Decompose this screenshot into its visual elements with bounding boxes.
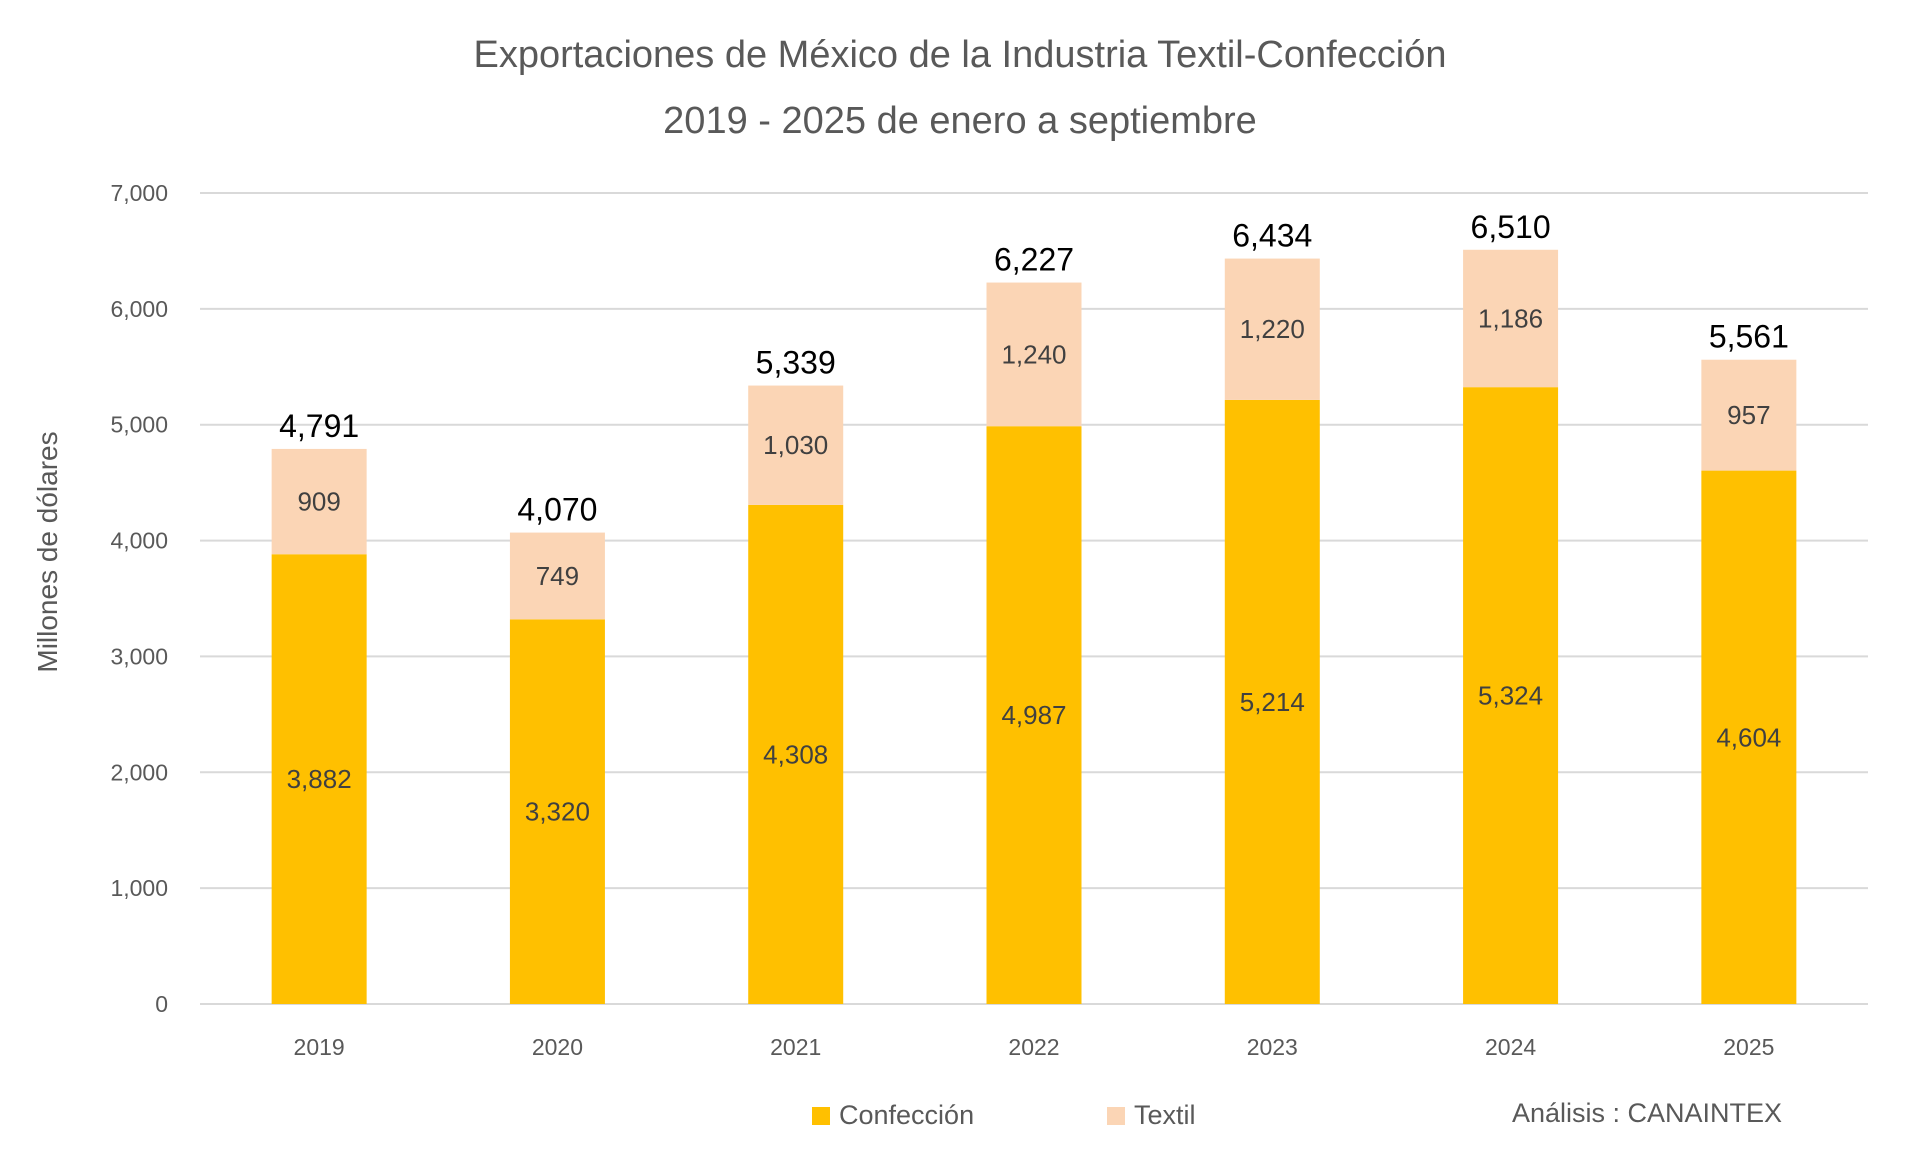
x-tick-label: 2022 [1008, 1034, 1059, 1060]
x-tick-label: 2021 [770, 1034, 821, 1060]
data-label: 1,030 [763, 430, 828, 460]
total-label: 4,070 [517, 491, 597, 527]
x-tick-label: 2020 [532, 1034, 583, 1060]
data-label: 3,320 [525, 797, 590, 827]
data-label: 4,604 [1716, 722, 1781, 752]
y-tick-label: 3,000 [110, 643, 168, 669]
data-label: 957 [1727, 400, 1770, 430]
data-label: 3,882 [287, 764, 352, 794]
total-label: 5,561 [1709, 319, 1789, 355]
data-label: 1,240 [1001, 339, 1066, 369]
bar-confeccion-2019 [271, 554, 367, 1004]
bar-confeccion-2022 [986, 426, 1082, 1004]
legend-item-textil: Textil [1107, 1100, 1196, 1131]
total-label: 6,227 [994, 242, 1074, 278]
legend-label-textil: Textil [1134, 1100, 1196, 1130]
x-tick-label: 2025 [1723, 1034, 1774, 1060]
total-label: 6,510 [1471, 209, 1551, 245]
bar-textil-2023 [1224, 258, 1320, 400]
bar-textil-2019 [271, 448, 367, 555]
bar-confeccion-2020 [509, 619, 605, 1004]
data-label: 1,186 [1478, 303, 1543, 333]
bar-confeccion-2025 [1701, 470, 1797, 1004]
total-label: 5,339 [756, 344, 836, 380]
bar-textil-2020 [509, 532, 605, 620]
y-tick-label: 0 [155, 991, 168, 1017]
y-tick-label: 6,000 [110, 296, 168, 322]
bar-confeccion-2024 [1463, 387, 1559, 1004]
legend-swatch-textil [1107, 1106, 1125, 1125]
y-tick-label: 1,000 [110, 875, 168, 901]
bar-textil-2021 [748, 385, 844, 505]
y-tick-label: 7,000 [110, 180, 168, 206]
bar-textil-2022 [986, 282, 1082, 427]
data-label: 5,324 [1478, 681, 1543, 711]
bar-textil-2024 [1463, 249, 1559, 388]
bar-confeccion-2023 [1224, 399, 1320, 1004]
y-tick-label: 2,000 [110, 759, 168, 785]
total-label: 4,791 [279, 408, 359, 444]
y-tick-label: 4,000 [110, 528, 168, 554]
data-label: 909 [297, 487, 340, 517]
x-tick-label: 2023 [1247, 1034, 1298, 1060]
chart-title: Exportaciones de México de la Industria … [473, 34, 1447, 76]
data-label: 749 [536, 561, 579, 591]
chart-subtitle: 2019 - 2025 de enero a septiembre [663, 100, 1257, 142]
x-tick-label: 2019 [294, 1034, 345, 1060]
legend-item-confeccion: Confección [812, 1100, 974, 1131]
bar-textil-2025 [1701, 359, 1797, 471]
legend-swatch-confeccion [812, 1106, 830, 1125]
total-label: 6,434 [1232, 218, 1312, 254]
data-label: 4,308 [763, 739, 828, 769]
legend-label-confeccion: Confección [839, 1100, 975, 1130]
bar-confeccion-2021 [748, 504, 844, 1004]
analysis-credit: Análisis : CANAINTEX [1512, 1098, 1783, 1128]
data-label: 1,220 [1240, 314, 1305, 344]
x-tick-label: 2024 [1485, 1034, 1536, 1060]
data-label: 5,214 [1240, 687, 1305, 717]
data-label: 4,987 [1001, 700, 1066, 730]
y-tick-label: 5,000 [110, 412, 168, 438]
